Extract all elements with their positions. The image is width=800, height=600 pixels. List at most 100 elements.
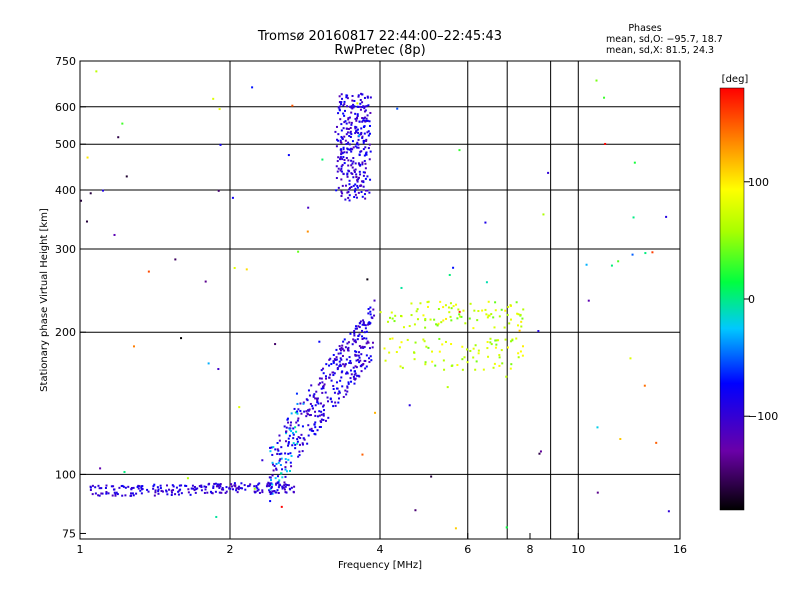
data-point [268,485,271,488]
data-point [412,351,415,354]
data-point [271,461,274,464]
data-point [316,401,319,404]
data-point [283,425,286,428]
data-point [274,448,277,451]
data-point [315,390,318,393]
data-point [445,317,448,320]
data-point [275,468,278,471]
data-point [268,489,271,492]
data-point [353,334,356,337]
data-point [343,100,346,103]
data-point [220,488,223,491]
data-point [248,484,251,487]
data-point [352,106,355,109]
data-point [280,452,283,455]
data-point [189,493,192,496]
data-point [354,127,357,130]
data-point [486,341,489,344]
data-point [98,494,101,497]
data-point [498,315,501,318]
data-point [364,167,367,170]
data-point [340,93,343,96]
data-point [358,120,361,123]
data-point [320,377,323,380]
data-point [356,184,359,187]
data-point [340,103,343,106]
data-point [320,413,323,416]
x-tick-label: 2 [227,543,234,556]
data-point [366,278,369,281]
data-point [161,490,164,493]
data-point [456,317,459,320]
data-point [269,446,272,449]
data-point [105,492,108,495]
data-point [214,482,217,485]
data-point [196,487,199,490]
data-point [363,154,366,157]
data-point [369,322,372,325]
data-point [346,173,349,176]
data-point [302,437,305,440]
data-point [338,108,341,111]
data-point [439,300,442,303]
data-point [284,483,287,486]
data-point [340,150,343,153]
data-point [366,95,369,98]
data-point [255,484,258,487]
data-point [274,477,277,480]
data-point [154,491,157,494]
data-point [357,354,360,357]
data-point [274,343,277,346]
data-point [346,385,349,388]
data-point [360,132,363,135]
data-point [178,489,181,492]
data-point [399,365,402,368]
data-point [325,363,328,366]
data-point [357,162,360,165]
data-point [518,329,521,332]
data-point [101,492,104,495]
data-point [165,490,168,493]
data-point [340,170,343,173]
data-point [275,483,278,486]
data-point [318,377,321,380]
data-point [339,169,342,172]
data-point [307,424,310,427]
data-point [256,489,259,492]
data-point [341,138,344,141]
data-point [269,450,272,453]
data-point [400,341,403,344]
data-point [444,304,447,307]
data-point [344,139,347,142]
data-point [365,151,368,154]
data-point [587,299,590,302]
data-point [277,492,280,495]
data-point [303,410,306,413]
data-point [484,308,487,311]
data-point [296,440,299,443]
data-point [367,308,370,311]
data-point [298,450,301,453]
data-point [318,425,321,428]
data-point [476,319,479,322]
data-point [293,485,296,488]
data-point [270,479,273,482]
data-point [320,369,323,372]
data-point [365,119,368,122]
data-point [287,442,290,445]
data-point [335,356,338,359]
x-tick-label: 6 [464,543,471,556]
data-point [361,101,364,104]
data-point [211,492,214,495]
data-point [348,194,351,197]
data-point [278,459,281,462]
data-point [348,356,351,359]
data-point [193,485,196,488]
data-point [322,412,325,415]
data-point [335,145,338,148]
data-point [366,131,369,134]
data-point [309,402,312,405]
data-point [501,362,504,365]
data-point [261,459,264,462]
data-point [338,345,341,348]
